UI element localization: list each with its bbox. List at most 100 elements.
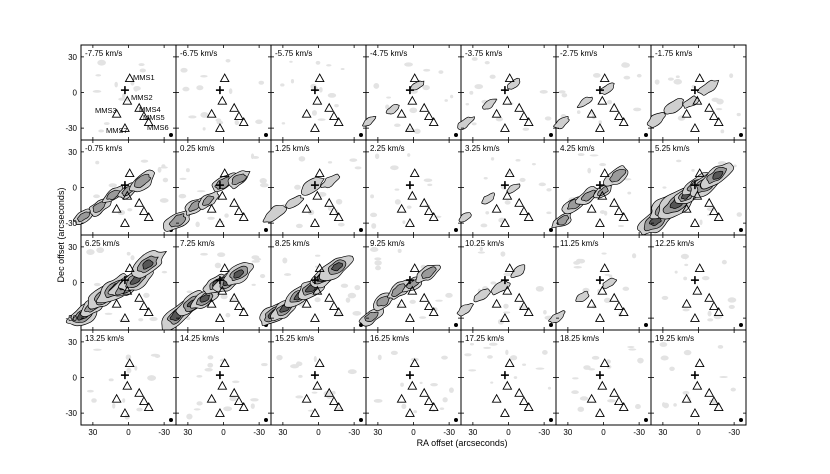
noise-blob [196,85,204,91]
source-triangle [138,111,149,121]
source-triangle [396,393,407,403]
source-markers [491,358,534,417]
y-tick-label: -30 [65,219,77,228]
channel-velocity-label: 0.25 km/s [180,144,215,153]
x-tick-label: 0 [126,428,131,437]
source-triangle [597,190,608,200]
noise-blob [707,310,712,317]
source-markers [111,168,154,227]
noise-blob [571,377,579,380]
source-triangle [713,117,724,126]
noise-blob [603,297,612,304]
noise-blob [577,258,586,264]
noise-blob [326,64,332,67]
noise-blob [370,194,375,199]
channel-velocity-label: 12.25 km/s [655,239,694,248]
noise-blob [216,120,224,125]
source-name-label: MMS5 [143,113,165,122]
beam-marker [739,228,743,232]
noise-blob [390,165,399,171]
beam-marker [359,228,363,232]
noise-blob [531,162,536,166]
noise-blob [669,366,675,371]
source-triangle [219,168,230,178]
source-triangle [523,212,534,221]
noise-blob [660,355,669,361]
channel-velocity-label: -0.75 km/s [85,144,122,153]
source-triangle [613,111,624,121]
source-triangle [514,387,525,397]
contour-level-1 [553,116,570,130]
source-triangle [328,396,339,406]
source-triangle [314,358,325,368]
source-triangle [404,217,415,227]
noise-blob [298,156,306,162]
source-triangle [504,358,515,368]
noise-blob [374,153,380,160]
source-triangle [233,206,244,216]
noise-blob [250,153,255,160]
noise-blob [573,265,582,269]
noise-blob [632,253,637,259]
noise-blob [130,255,135,261]
source-triangle [681,393,692,403]
noise-blob [538,182,546,187]
noise-blob [224,213,229,218]
noise-blob [628,348,637,351]
source-triangle [312,380,323,390]
noise-blob [92,90,102,93]
channel-panel: 17.25 km/s 30 0 -30 [460,329,557,437]
y-tick-label: 30 [68,243,77,252]
noise-blob [186,316,191,321]
noise-blob [699,219,703,226]
noise-blob [637,357,644,364]
contour-level-1 [481,192,496,205]
source-triangle [409,358,420,368]
noise-blob [207,216,215,220]
source-triangle [681,108,692,118]
noise-blob [422,85,430,91]
noise-blob [195,221,200,228]
source-triangle [324,292,335,302]
source-triangle [599,263,610,273]
source-triangle [206,393,217,403]
noise-blob [673,78,682,85]
source-triangle [514,292,525,302]
beam-marker [549,133,553,137]
source-triangle [502,285,513,295]
source-triangle [423,206,434,216]
noise-blob [276,354,283,361]
noise-blob [490,381,494,384]
source-triangle [597,95,608,105]
noise-blob [691,168,695,172]
noise-blob [468,369,477,372]
channel-panel: -1.75 km/s [646,44,747,141]
noise-blob [601,252,607,255]
noise-blob [394,199,401,205]
channel-panel: 5.25 km/s [636,139,747,236]
source-triangle [423,396,434,406]
channel-panel: 19.25 km/s 30 0 -30 [650,329,747,437]
noise-blob [259,177,267,184]
channel-panel: -4.75 km/s [362,44,462,141]
emission-contours [362,80,425,127]
x-tick-label: -30 [443,428,455,437]
noise-blob [150,353,160,357]
noise-blob [259,183,269,188]
noise-blob [513,376,518,379]
noise-speckles [186,252,266,321]
source-triangle [594,122,605,132]
channel-panel: -2.75 km/s [553,44,652,141]
source-triangle [599,358,610,368]
source-triangle [143,117,154,126]
x-tick-label: -30 [158,428,170,437]
channel-panel: 18.25 km/s 30 0 -30 [555,329,652,437]
contour-level-1 [320,173,341,189]
noise-blob [442,397,448,403]
source-triangle [396,298,407,308]
source-markers [491,168,534,227]
source-markers [491,263,534,322]
noise-blob [354,166,362,170]
source-triangle [689,407,700,417]
source-triangle [514,102,525,112]
